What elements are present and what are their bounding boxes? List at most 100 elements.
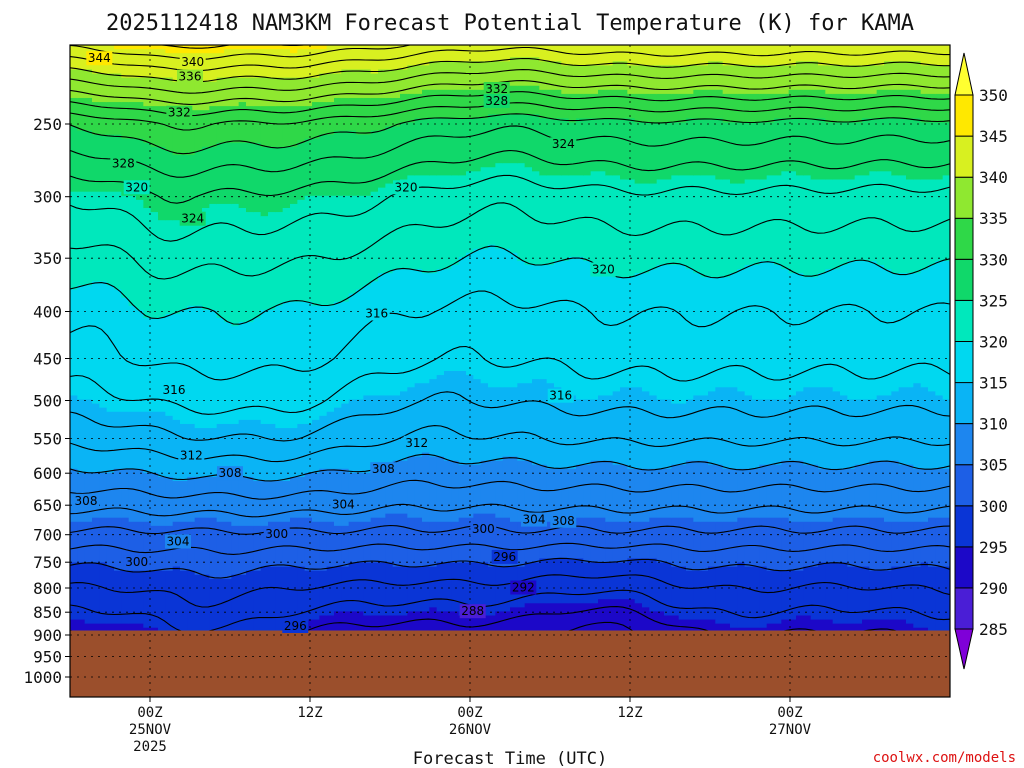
theta-band-cell [664,179,672,266]
theta-band-cell [532,45,540,58]
theta-band-cell [180,309,188,425]
theta-band-cell [642,65,650,95]
theta-band-cell [634,387,643,470]
theta-band-cell [436,89,445,119]
theta-band-cell [172,566,181,649]
theta-band-cell [576,558,584,604]
theta-band-cell [253,318,262,421]
theta-band-cell [253,481,262,527]
contour-label-bg [393,180,419,195]
theta-band-cell [862,65,870,95]
theta-band-cell [312,49,320,79]
theta-band-cell [275,305,284,429]
theta-band-cell [121,49,130,79]
theta-band-cell [678,93,687,124]
theta-band-cell [928,391,936,470]
theta-band-cell [612,175,621,278]
theta-band-cell [253,525,262,572]
theta-band-cell [715,61,724,91]
theta-band-cell [114,45,122,50]
theta-band-cell [304,570,313,621]
theta-band-cell [246,570,254,633]
theta-band-cell [260,309,269,425]
theta-band-cell [722,277,731,388]
theta-band-cell [400,566,408,617]
theta-band-cell [370,281,379,397]
colorbar-bottom-arrow [954,628,974,670]
theta-band-cell [231,525,240,576]
theta-band-cell [180,45,188,54]
theta-band-cell [297,77,306,107]
theta-band-cell [803,45,812,62]
theta-band-cell [620,179,628,278]
theta-band-cell [700,65,709,91]
theta-band-cell [832,93,841,124]
theta-band-cell [378,562,386,617]
theta-band-cell [194,476,203,519]
x-axis-label: Forecast Time (UTC) [413,749,607,768]
theta-band-cell [649,269,658,397]
theta-band-cell [488,460,496,515]
theta-band-cell [282,481,291,523]
theta-band-cell [598,395,606,462]
theta-band-cell [488,61,496,91]
theta-band-cell [642,391,650,470]
theta-band-cell [942,260,950,401]
contour-line [70,425,950,463]
theta-band-cell [231,77,240,107]
theta-band-cell [326,195,335,307]
theta-band-cell [862,45,870,66]
theta-band-cell [620,61,628,91]
contour-line [70,80,950,105]
theta-band-cell [488,566,496,617]
theta-band-cell [341,69,350,99]
theta-band-cell [913,45,922,62]
theta-band-cell [590,603,599,649]
theta-band-cell [436,118,445,176]
theta-band-cell [708,521,716,568]
theta-band-cell [517,460,526,523]
theta-band-cell [385,45,394,71]
theta-band-cell [781,460,790,519]
theta-band-cell [752,468,760,519]
theta-band-cell [627,65,636,95]
theta-band-cell [671,122,680,176]
theta-band-cell [686,93,694,119]
theta-band-cell [92,562,100,625]
theta-band-cell [759,179,768,262]
theta-band-cell [414,456,423,519]
theta-band-cell [598,45,606,66]
theta-band-cell [246,212,254,323]
theta-band-cell [803,61,812,91]
theta-band-cell [70,69,78,99]
theta-band-cell [77,45,86,71]
theta-band-cell [605,273,614,397]
theta-band-cell [656,93,665,124]
x-tick-label: 27NOV [769,722,812,738]
theta-band-cell [854,464,863,519]
theta-band-cell [495,45,504,62]
theta-band-cell [554,387,562,470]
colorbar-label: 315 [979,374,1008,393]
theta-band-cell [70,521,78,564]
theta-band-cell [70,395,78,470]
colorbar-label: 295 [979,538,1008,557]
contour-label-bg [165,534,191,549]
theta-band-cell [231,106,240,144]
theta-band-cell [436,562,445,613]
theta-band-cell [84,130,93,193]
theta-band-cell [906,464,914,523]
theta-band-cell [884,171,892,270]
theta-band-cell [832,122,841,181]
contour-label: 336 [179,70,202,84]
theta-band-cell [942,175,950,262]
contour-label: 320 [592,263,615,277]
theta-band-cell [260,49,269,79]
theta-band-cell [612,61,621,91]
theta-band-cell [774,65,782,95]
theta-band-cell [539,558,548,604]
theta-band-cell [143,142,152,209]
theta-band-cell [319,134,328,197]
theta-band-cell [539,45,548,62]
theta-band-cell [546,383,555,470]
